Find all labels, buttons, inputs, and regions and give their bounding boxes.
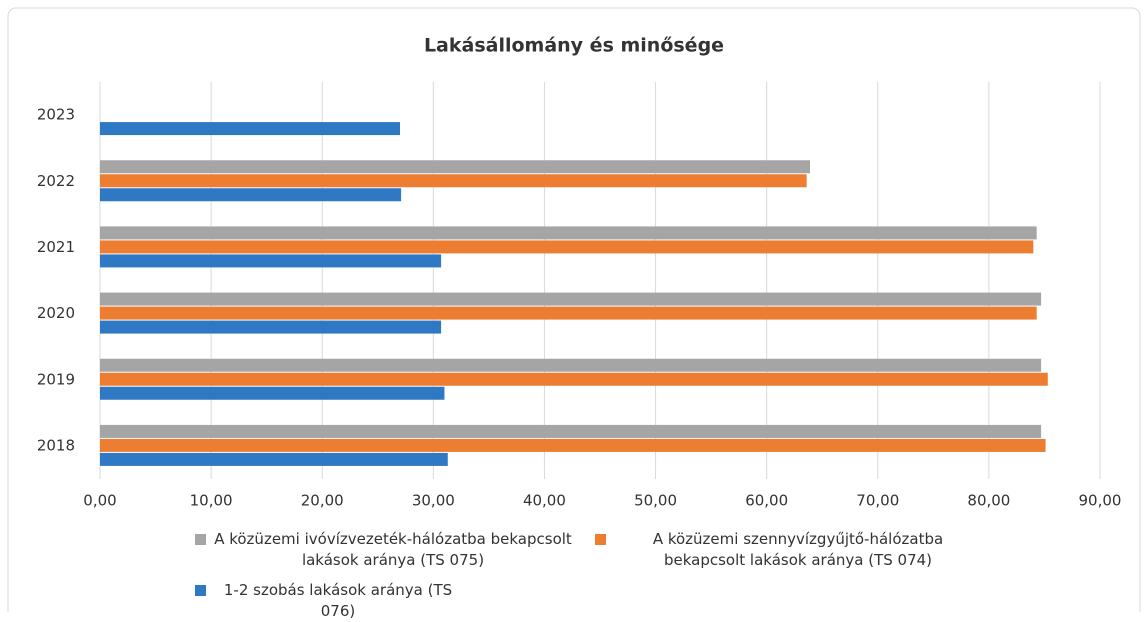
x-tick-label: 30,00	[412, 492, 455, 510]
x-tick-label: 80,00	[967, 492, 1010, 510]
chart-title: Lakásállomány és minősége	[424, 35, 724, 57]
bar	[100, 372, 1048, 386]
y-tick-label: 2023	[37, 106, 75, 124]
bar	[100, 122, 400, 136]
x-tick-label: 40,00	[523, 492, 566, 510]
bar	[100, 320, 442, 334]
x-tick-label: 10,00	[190, 492, 233, 510]
x-tick-label: 0,00	[83, 492, 116, 510]
x-tick-label: 60,00	[745, 492, 788, 510]
bar	[100, 226, 1037, 240]
x-tick-label: 70,00	[856, 492, 899, 510]
bar	[100, 386, 445, 400]
bar	[100, 358, 1042, 372]
bar	[100, 438, 1046, 452]
bar	[100, 240, 1034, 254]
bar	[100, 188, 402, 202]
y-tick-label: 2020	[37, 304, 75, 322]
x-tick-label: 90,00	[1079, 492, 1122, 510]
bar	[100, 160, 810, 174]
y-tick-label: 2018	[37, 436, 75, 454]
bar	[100, 424, 1042, 438]
bar	[100, 254, 442, 268]
bar	[100, 174, 807, 188]
bar	[100, 306, 1037, 320]
x-tick-label: 20,00	[301, 492, 344, 510]
x-tick-label: 50,00	[634, 492, 677, 510]
bar	[100, 292, 1042, 306]
bar	[100, 452, 448, 466]
y-tick-label: 2019	[37, 370, 75, 388]
y-tick-label: 2022	[37, 172, 75, 190]
y-tick-label: 2021	[37, 238, 75, 256]
